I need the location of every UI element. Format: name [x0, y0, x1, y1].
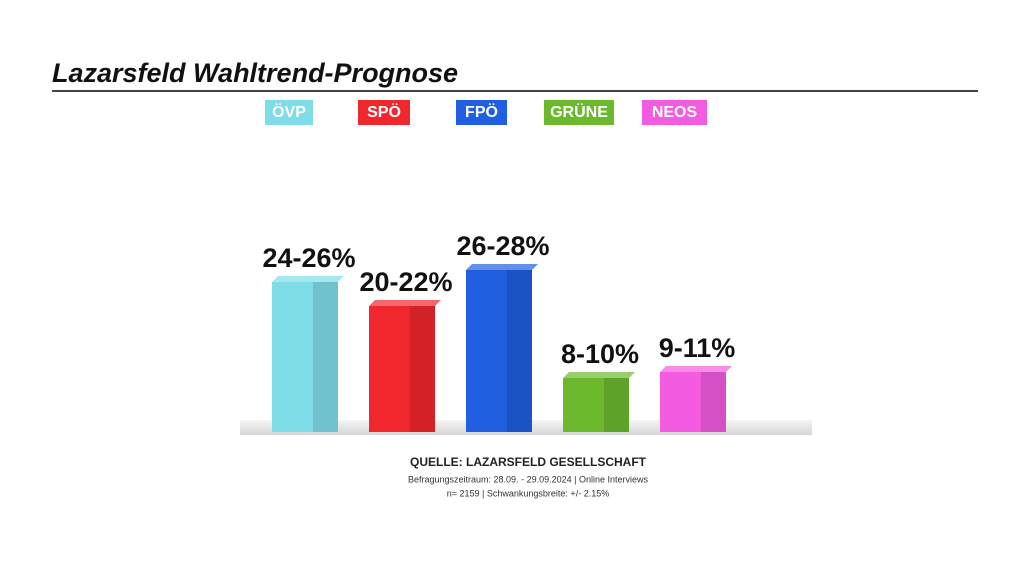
- source-line: n= 2159 | Schwankungsbreite: +/- 2.15%: [447, 488, 609, 498]
- legend-label: SPÖ: [367, 102, 401, 121]
- bar-side: [700, 372, 726, 432]
- source-line: Befragungszeitraum: 28.09. - 29.09.2024 …: [408, 474, 648, 484]
- legend-swatch: [265, 100, 313, 125]
- bar-side: [312, 282, 338, 432]
- legend-swatch: [456, 100, 507, 125]
- legend-label: FPÖ: [465, 102, 498, 121]
- value-label: 9-11%: [659, 333, 736, 363]
- bar-side: [506, 270, 532, 432]
- bar: [660, 372, 726, 432]
- legend-swatch: [544, 100, 614, 125]
- bar: [369, 306, 435, 432]
- legend-label: NEOS: [652, 104, 698, 121]
- chart-title: Lazarsfeld Wahltrend-Prognose: [52, 58, 458, 88]
- value-label: 26-28%: [456, 231, 549, 261]
- bar: [563, 378, 629, 432]
- legend-swatch: [642, 100, 707, 125]
- bar-top: [466, 264, 538, 270]
- bar-side: [409, 306, 435, 432]
- value-label: 20-22%: [359, 267, 452, 297]
- bar-side: [603, 378, 629, 432]
- value-label: 24-26%: [262, 243, 355, 273]
- bar-top: [272, 276, 344, 282]
- bar-top: [660, 366, 732, 372]
- bar: [466, 270, 532, 432]
- source: QUELLE: LAZARSFELD GESELLSCHAFT: [410, 455, 647, 469]
- value-label: 8-10%: [561, 339, 639, 369]
- legend-label: ÖVP: [272, 102, 306, 121]
- legend-label: GRÜNE: [550, 102, 608, 121]
- bar-top: [369, 300, 441, 306]
- bar-top: [563, 372, 635, 378]
- legend-swatch: [358, 100, 410, 125]
- bar: [272, 282, 338, 432]
